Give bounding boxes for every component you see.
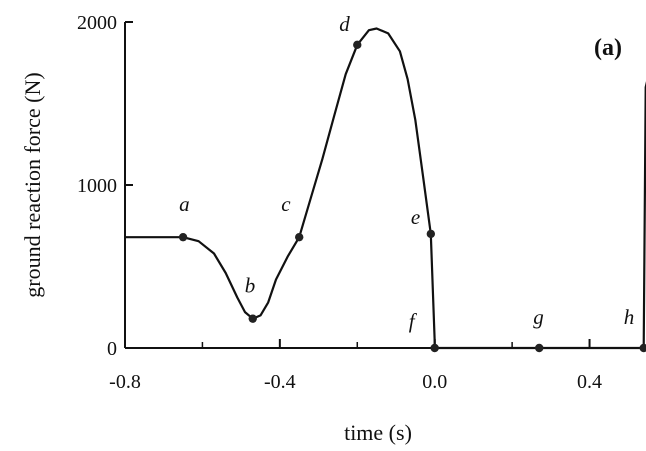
data-point-g — [535, 343, 544, 353]
point-label-d: d — [339, 12, 350, 36]
data-point-e — [426, 229, 436, 239]
panel-label: (a) — [594, 35, 622, 61]
y-tick-label: 1000 — [77, 175, 117, 197]
data-point-b — [248, 314, 257, 323]
x-tick-label: -0.4 — [264, 371, 296, 393]
points-group — [178, 40, 646, 353]
x-tick-label: 0.0 — [422, 371, 447, 393]
series-line — [125, 27, 646, 350]
point-label-e: e — [411, 205, 420, 229]
x-axis-title: time (s) — [344, 420, 412, 445]
data-point-f — [430, 343, 439, 353]
point-label-c: c — [281, 192, 291, 216]
point-label-a: a — [179, 192, 190, 216]
y-tick-label: 0 — [107, 338, 117, 360]
text-group: (a) time (s) ground reaction force (N) 0… — [20, 12, 634, 445]
axes-group — [124, 21, 636, 349]
series-group — [125, 27, 646, 350]
point-label-h: h — [624, 305, 635, 329]
y-axis-title: ground reaction force (N) — [20, 72, 45, 297]
data-point-c — [295, 232, 304, 242]
data-point-a — [178, 232, 188, 242]
data-point-h — [639, 343, 646, 353]
point-label-g: g — [533, 305, 544, 329]
point-label-b: b — [245, 274, 256, 298]
x-tick-label: -0.8 — [109, 371, 141, 393]
point-label-f: f — [409, 309, 418, 333]
x-tick-label: 0.4 — [577, 371, 602, 393]
data-point-d — [353, 40, 362, 50]
y-tick-label: 2000 — [77, 12, 117, 34]
